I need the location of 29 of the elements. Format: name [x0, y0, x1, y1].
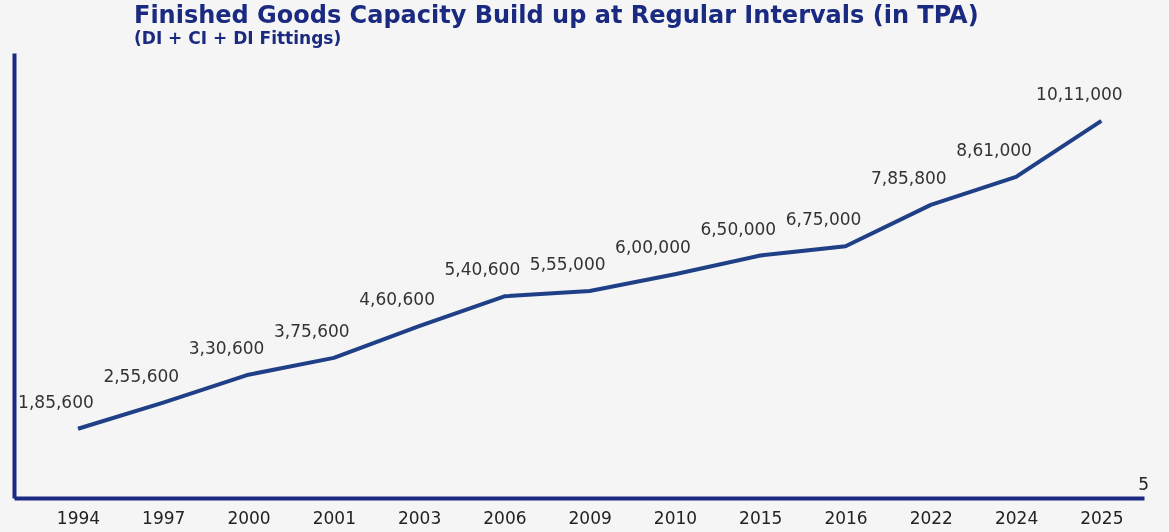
- data-label: 5,40,600: [444, 259, 521, 280]
- x-tick-label: 2006: [483, 507, 527, 528]
- x-tick-label: 1994: [56, 507, 101, 528]
- data-label: 2,55,600: [103, 365, 180, 386]
- data-label: 10,11,000: [1036, 83, 1123, 104]
- x-tick-label: 2001: [312, 507, 356, 528]
- x-tick-label: 2022: [909, 507, 953, 528]
- data-label: 1,85,600: [18, 391, 94, 412]
- x-tick-label: 2009: [568, 507, 612, 528]
- x-tick-label: 2003: [397, 507, 442, 528]
- data-label: 6,75,000: [785, 209, 862, 230]
- x-tick-label: 1997: [142, 507, 186, 528]
- data-label: 6,00,000: [615, 237, 691, 258]
- x-tick-label: 2000: [227, 507, 271, 528]
- data-label: 5,55,000: [529, 253, 606, 274]
- x-tick-label: 2010: [653, 507, 698, 528]
- text: 5: [1138, 474, 1149, 494]
- x-tick-label: 2015: [739, 507, 783, 528]
- data-label: 7,85,800: [870, 167, 947, 188]
- data-label: 6,50,000: [700, 218, 777, 239]
- chart-subtitle: (DI + CI + DI Fittings): [134, 28, 342, 48]
- x-tick-label: 2024: [994, 507, 1039, 528]
- x-tick-label: 2016: [824, 507, 868, 528]
- data-label: 8,61,000: [956, 139, 1032, 160]
- data-label: 3,75,600: [273, 320, 350, 341]
- chart-title: Finished Goods Capacity Build up at Regular Intervals (in TPA): [134, 1, 979, 29]
- data-label: 4,60,600: [359, 289, 435, 310]
- data-label: 3,30,600: [188, 337, 265, 358]
- x-tick-label: 2025: [1080, 507, 1124, 528]
